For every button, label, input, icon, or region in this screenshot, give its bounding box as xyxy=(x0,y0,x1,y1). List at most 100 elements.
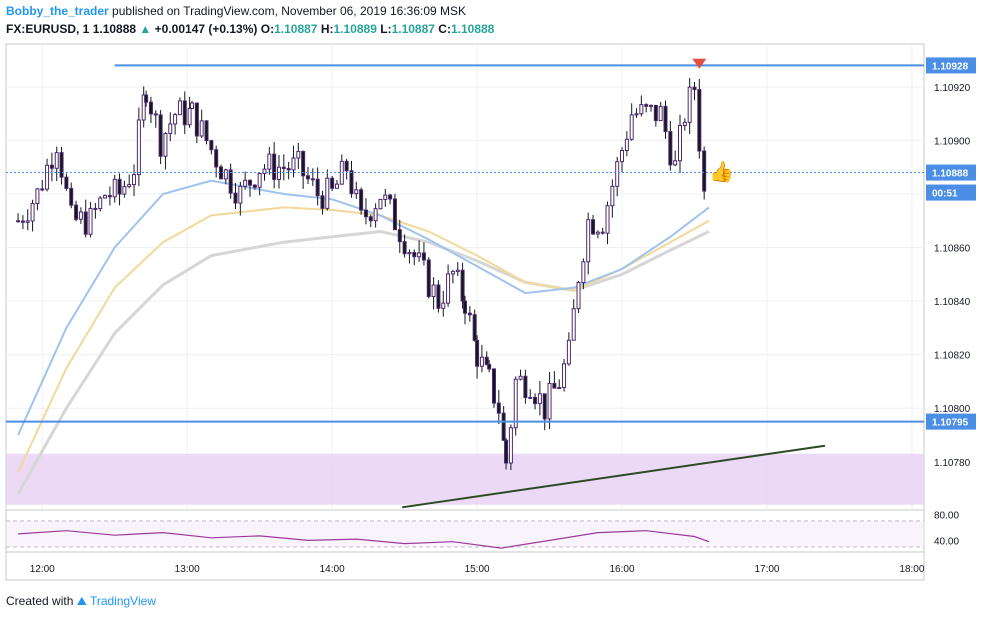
footer: Created with ⛰ TradingView xyxy=(6,594,156,609)
tradingview-brand[interactable]: TradingView xyxy=(89,594,156,608)
candle-body xyxy=(243,179,248,187)
candle-body xyxy=(605,205,610,234)
candle-body xyxy=(513,378,518,429)
x-tick-label: 12:00 xyxy=(30,564,55,575)
candle-body xyxy=(586,219,591,263)
candle-body xyxy=(148,101,153,115)
candle-body xyxy=(177,100,182,116)
candle-body xyxy=(173,114,178,125)
candle-body xyxy=(117,178,122,195)
close-label: C: xyxy=(438,22,451,36)
candle-body xyxy=(378,198,383,210)
rsi-line xyxy=(18,530,710,549)
price-chart[interactable]: 1.109201.109001.108801.108601.108401.108… xyxy=(0,0,988,590)
x-tick-label: 13:00 xyxy=(175,564,200,575)
x-tick-label: 16:00 xyxy=(610,564,635,575)
trendline xyxy=(402,444,826,509)
candle-body xyxy=(441,302,446,309)
candle-body xyxy=(697,89,702,152)
candle-body xyxy=(127,184,132,188)
candle-body xyxy=(107,195,112,198)
candle-body xyxy=(436,284,441,309)
candle-body xyxy=(450,271,455,275)
ohlc-info: FX:EURUSD, 1 1.10888 ▲ +0.00147 (+0.13%)… xyxy=(6,22,494,36)
candle-body xyxy=(368,216,373,222)
candle-body xyxy=(296,150,301,159)
candle-body xyxy=(562,363,567,389)
candle-body xyxy=(542,393,547,420)
candle-body xyxy=(187,107,192,126)
candle-body xyxy=(673,160,678,166)
candle-body xyxy=(74,204,79,220)
candle-body xyxy=(223,169,228,180)
low-label: L: xyxy=(380,22,392,36)
candle-body xyxy=(16,220,21,223)
candle-body xyxy=(472,314,477,341)
candle-body xyxy=(25,220,30,223)
candle-body xyxy=(320,195,325,209)
candle-body xyxy=(93,207,98,210)
candle-body xyxy=(658,105,663,122)
candle-body xyxy=(228,169,233,194)
publish-info: Bobby_the_trader published on TradingVie… xyxy=(6,4,466,18)
y-tick-label: 1.10860 xyxy=(934,244,971,255)
candle-body xyxy=(83,211,88,235)
rsi-tick-label: 80.00 xyxy=(934,511,959,522)
candle-body xyxy=(54,152,59,169)
x-tick-label: 18:00 xyxy=(899,564,924,575)
candle-body xyxy=(571,308,576,341)
candle-body xyxy=(421,252,426,261)
candle-body xyxy=(373,208,378,222)
candle-body xyxy=(88,207,93,235)
open-label: O: xyxy=(260,22,275,36)
countdown-label-bg xyxy=(926,184,976,201)
candle-body xyxy=(392,198,397,231)
support-price-label: 1.10795 xyxy=(932,418,969,429)
candle-body xyxy=(537,393,542,405)
candle-body xyxy=(214,149,219,168)
x-tick-label: 15:00 xyxy=(465,564,490,575)
candle-body xyxy=(566,339,571,365)
tradingview-logo-icon[interactable]: ⛰ xyxy=(76,594,87,608)
candle-body xyxy=(620,149,625,163)
candle-body xyxy=(359,189,364,211)
candle-body xyxy=(455,269,460,273)
candle-body xyxy=(412,252,417,258)
candle-body xyxy=(122,186,127,195)
ma-slow-line xyxy=(16,229,710,495)
candle-body xyxy=(344,160,349,172)
resistance-price-label-bg xyxy=(926,57,976,74)
candle-body xyxy=(552,382,557,389)
candle-body xyxy=(136,119,141,176)
candle-body xyxy=(475,339,480,367)
candle-body xyxy=(484,356,489,365)
candle-body xyxy=(426,259,431,298)
candle-body xyxy=(595,231,600,235)
published-text: published on TradingView.com, November 0… xyxy=(112,4,467,18)
candle-body xyxy=(78,211,83,220)
candle-body xyxy=(45,164,50,190)
author-name[interactable]: Bobby_the_trader xyxy=(6,4,109,18)
candle-body xyxy=(301,150,306,177)
thumbs-up-icon: 👍 xyxy=(709,160,734,184)
candle-body xyxy=(610,185,615,207)
candle-body xyxy=(204,120,209,142)
y-tick-label: 1.10820 xyxy=(934,351,971,362)
candle-body xyxy=(402,241,407,255)
candle-body xyxy=(20,220,25,223)
candle-body xyxy=(35,188,40,205)
candle-body xyxy=(64,176,69,189)
support-zone xyxy=(6,453,924,505)
candle-body xyxy=(523,375,528,399)
y-tick-label: 1.10800 xyxy=(934,404,971,415)
candle-body xyxy=(233,192,238,204)
candle-body xyxy=(153,113,158,116)
candle-body xyxy=(491,368,496,404)
candle-body xyxy=(49,164,54,169)
candle-body xyxy=(518,375,523,380)
candle-body xyxy=(431,284,436,298)
y-tick-label: 1.10900 xyxy=(934,136,971,147)
resistance-price-label: 1.10928 xyxy=(932,61,969,72)
candle-body xyxy=(276,166,281,180)
candle-body xyxy=(682,121,687,126)
